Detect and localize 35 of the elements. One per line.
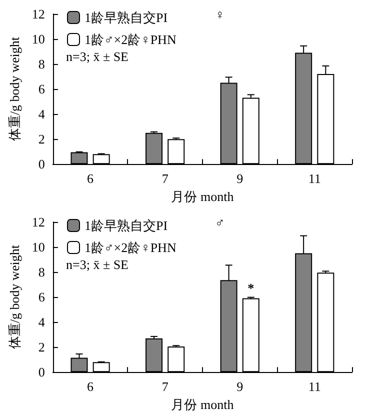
x-tick-label: 11 bbox=[308, 379, 321, 394]
y-tick-label: 4 bbox=[38, 106, 46, 122]
x-tick-label: 7 bbox=[162, 171, 169, 186]
legend-label: 1龄早熟自交PI bbox=[84, 10, 168, 25]
y-tick-label: 6 bbox=[38, 82, 46, 97]
annotation: ♂ bbox=[215, 215, 225, 230]
annotation: n=3; x̄ ± SE bbox=[66, 49, 129, 64]
y-tick-label: 2 bbox=[38, 340, 45, 355]
annotation: ♀ bbox=[215, 7, 225, 22]
y-tick-label: 12 bbox=[32, 6, 45, 22]
annotation: n=3; x̄ ± SE bbox=[66, 257, 129, 272]
y-tick-label: 8 bbox=[38, 56, 45, 72]
x-tick-label: 9 bbox=[236, 171, 244, 186]
y-tick-label: 0 bbox=[38, 156, 45, 172]
x-tick-label: 6 bbox=[87, 379, 94, 394]
legend-label: 1龄♂×2龄♀PHN bbox=[84, 240, 177, 255]
x-axis-title: 月份 month bbox=[171, 397, 234, 412]
y-axis-title: 体重/g body weight bbox=[7, 36, 22, 142]
y-tick-label: 10 bbox=[32, 32, 45, 47]
annotation: * bbox=[248, 280, 254, 296]
legend-label: 1龄♂×2龄♀PHN bbox=[84, 32, 177, 47]
y-tick-label: 10 bbox=[32, 240, 45, 255]
x-tick-label: 9 bbox=[236, 379, 244, 394]
legend-label: 1龄早熟自交PI bbox=[84, 218, 168, 233]
y-tick-label: 2 bbox=[38, 132, 45, 147]
y-tick-label: 0 bbox=[38, 364, 45, 380]
x-tick-label: 6 bbox=[87, 171, 94, 186]
x-tick-label: 11 bbox=[308, 171, 321, 186]
y-tick-label: 12 bbox=[32, 214, 45, 230]
y-tick-label: 6 bbox=[38, 290, 46, 305]
x-tick-label: 7 bbox=[162, 379, 169, 394]
y-tick-label: 4 bbox=[38, 314, 46, 330]
x-axis-title: 月份 month bbox=[171, 189, 234, 204]
y-tick-label: 8 bbox=[38, 264, 45, 280]
y-axis-title: 体重/g body weight bbox=[7, 244, 22, 350]
